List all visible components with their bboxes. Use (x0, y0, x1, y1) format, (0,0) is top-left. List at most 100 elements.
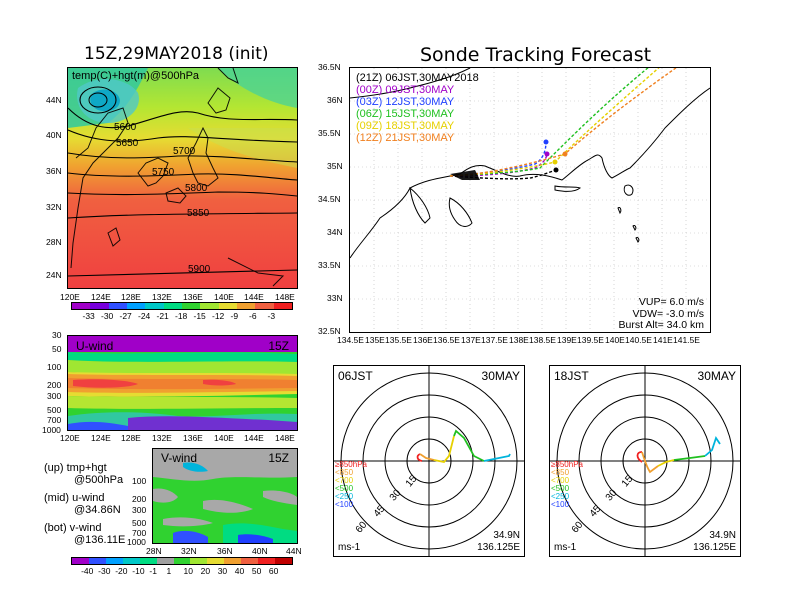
colorbar-segment (224, 558, 242, 564)
colorbar-label: -10 (132, 566, 145, 576)
colorbar-label: -30 (98, 566, 111, 576)
pressure-legend-entry: <100 (551, 500, 570, 509)
temp-hgt-map-panel: temp(C)+hgt(m)@500hPa 5600 5650 5700 575… (67, 67, 298, 289)
colorbar-label: 10 (183, 566, 193, 576)
lon-tick: 138E (509, 335, 529, 345)
colorbar-label: 1 (166, 566, 172, 576)
hodo-right-unit: ms-1 (554, 542, 577, 553)
lat-tick: 24N (46, 270, 62, 280)
temp-colorbar (71, 302, 293, 310)
colorbar-segment (173, 558, 191, 564)
hodo-left-time: 06JST (338, 369, 373, 383)
lon-tick: 139.5E (577, 335, 604, 345)
colorbar-label: -12 (212, 311, 225, 321)
lat-tick: 34N (327, 227, 343, 237)
param-vup: VUP= 6.0 m/s (638, 296, 704, 308)
hodo-left-date: 30MAY (481, 369, 520, 383)
contour-label: 5800 (185, 183, 208, 194)
lat-tick: 34.5N (318, 194, 341, 204)
param-vdw: VDW= -3.0 m/s (632, 308, 704, 320)
lon-tick: 139E (557, 335, 577, 345)
contour-label: 5700 (173, 146, 196, 157)
p-tick: 700 (132, 528, 147, 538)
left-title: 15Z,29MAY2018 (init) (84, 44, 269, 64)
lon-tick: 136E (183, 292, 203, 302)
hodograph-right-panel: 18JST 30MAY 15 30 45 60 ≥850hPa <850 <70… (549, 365, 741, 557)
colorbar-segment (163, 303, 182, 309)
vwind-panel: V-wind 15Z (152, 448, 298, 544)
lon-tick: 140E (605, 335, 625, 345)
hodo-right-lon: 136.125E (693, 542, 736, 553)
pressure-legend-entry: <250 (335, 492, 354, 501)
vwind-label: V-wind (161, 451, 198, 465)
side-note-b: @34.86N (74, 504, 121, 516)
lon-tick: 135E (365, 335, 385, 345)
lat-tick: 32.5N (318, 326, 341, 336)
contour-label: 5900 (188, 264, 211, 275)
lon-tick: 144E (244, 433, 264, 443)
lon-tick: 135.5E (385, 335, 412, 345)
colorbar-segment (90, 303, 109, 309)
vwind-time: 15Z (268, 451, 289, 465)
p-tick: 1000 (127, 537, 146, 547)
contour-label: 5850 (187, 208, 210, 219)
hodo-left-lat: 34.9N (493, 530, 520, 541)
lat-tick: 32N (46, 202, 62, 212)
lat-tick: 36N (46, 166, 62, 176)
lon-tick: 132E (152, 292, 172, 302)
colorbar-label: -6 (249, 311, 257, 321)
colorbar-segment (108, 303, 127, 309)
lat-tick: 36N (217, 546, 233, 556)
p-tick: 700 (47, 415, 62, 425)
colorbar-segment (126, 303, 146, 309)
lat-tick: 36N (327, 95, 343, 105)
lat-tick: 28N (146, 546, 162, 556)
legend-entry-09z: (09Z) 18JST,30MAY (356, 120, 455, 132)
legend-entry-12z: (12Z) 21JST,30MAY (356, 132, 455, 144)
lon-tick: 148E (275, 433, 295, 443)
colorbar-label: 20 (200, 566, 211, 576)
p-tick: 500 (132, 518, 147, 528)
colorbar-segment (139, 558, 157, 564)
uwind-label: U-wind (76, 339, 114, 353)
pressure-legend-entry: <850 (551, 468, 570, 477)
colorbar-segment (236, 303, 256, 309)
legend-entry-21z: (21Z) 06JST,30MAY2018 (356, 72, 479, 84)
wind-colorbar (71, 557, 293, 565)
colorbar-label: -40 (81, 566, 94, 576)
lon-tick: 136E (183, 433, 203, 443)
p-tick: 200 (47, 380, 62, 390)
colorbar-label: -27 (119, 311, 132, 321)
pressure-legend-entry: ≥850hPa (335, 460, 367, 469)
lat-tick: 28N (46, 237, 62, 247)
colorbar-segment (200, 303, 219, 309)
side-note-b: @500hPa (74, 474, 124, 486)
lon-tick: 136.5E (433, 335, 460, 345)
p-tick: 1000 (42, 425, 61, 435)
colorbar-segment (190, 558, 208, 564)
p-tick: 500 (47, 405, 62, 415)
lon-tick: 148E (275, 292, 295, 302)
p-tick: 30 (52, 330, 62, 340)
colorbar-label: -3 (267, 311, 276, 321)
hodo-right-lat: 34.9N (709, 530, 736, 541)
lon-tick: 141E (653, 335, 673, 345)
side-note-a: (bot) v-wind (44, 522, 102, 534)
legend-entry-00z: (00Z) 09JST,30MAY (356, 84, 455, 96)
colorbar-segment (255, 303, 274, 309)
colorbar-label: 30 (217, 566, 228, 576)
colorbar-segment (273, 303, 292, 309)
colorbar-segment (145, 303, 164, 309)
lon-tick: 137E (461, 335, 481, 345)
lon-tick: 144E (244, 292, 264, 302)
colorbar-segment (218, 303, 237, 309)
p-tick: 100 (132, 476, 147, 486)
legend-entry-03z: (03Z) 12JST,30MAY (356, 96, 455, 108)
lat-tick: 33N (327, 293, 343, 303)
colorbar-label: -33 (82, 311, 95, 321)
temp-panel-label: temp(C)+hgt(m)@500hPa (72, 70, 200, 82)
p-tick: 100 (47, 362, 62, 372)
lat-tick: 44N (46, 95, 62, 105)
colorbar-label: 60 (268, 566, 279, 576)
p-tick: 300 (47, 391, 62, 401)
